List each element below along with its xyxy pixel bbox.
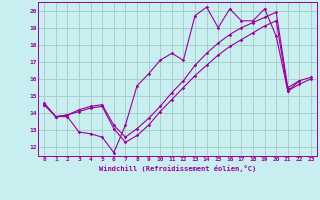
X-axis label: Windchill (Refroidissement éolien,°C): Windchill (Refroidissement éolien,°C) xyxy=(99,165,256,172)
